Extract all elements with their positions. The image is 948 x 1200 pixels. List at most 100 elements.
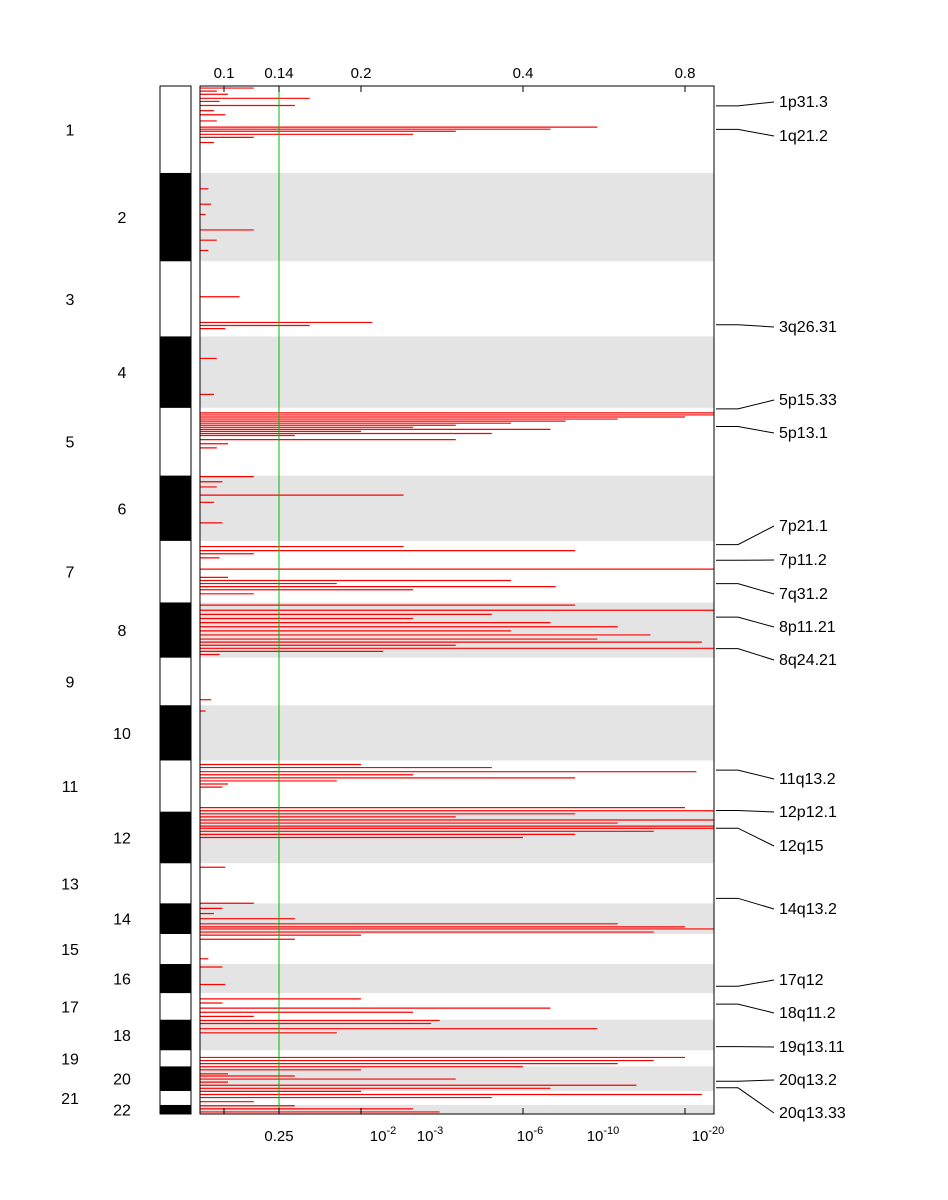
chromosome-label-6: 6 <box>118 501 127 518</box>
chromosome-label-15: 15 <box>61 942 79 959</box>
chromosome-label-1: 1 <box>66 122 75 139</box>
bottom-tick-exponent: -6 <box>533 1125 543 1137</box>
ideogram-segment-16 <box>160 964 191 994</box>
chromosome-label-12: 12 <box>113 830 131 847</box>
peak-leader-line <box>716 648 775 661</box>
top-tick-label: 0.8 <box>675 65 696 82</box>
peak-label: 12p12.1 <box>779 804 837 821</box>
peak-label: 7p11.2 <box>779 552 827 569</box>
peak-label: 18q11.2 <box>779 1005 836 1022</box>
chromosome-label-17: 17 <box>61 999 79 1016</box>
chromosome-band-16 <box>200 964 714 994</box>
bottom-tick-base: 10 <box>417 1128 434 1145</box>
peak-leader-line <box>716 583 775 595</box>
chromosome-label-22: 22 <box>113 1102 131 1119</box>
chromosome-label-9: 9 <box>66 674 75 691</box>
ideogram-segment-22 <box>160 1104 191 1114</box>
peak-leader-line <box>716 128 775 137</box>
bottom-tick-label: 10-2 <box>370 1125 396 1145</box>
bottom-tick-label: 10-10 <box>587 1125 620 1145</box>
chromosome-label-3: 3 <box>66 292 75 309</box>
bottom-tick-exponent: -10 <box>603 1125 619 1137</box>
peak-label: 19q13.11 <box>779 1039 845 1056</box>
amplification-bars <box>200 87 714 1113</box>
top-tick-label: 0.1 <box>214 65 235 82</box>
peak-leader-line <box>716 979 775 987</box>
peak-callouts: 1p31.3 1q21.2 3q26.31 5p15.33 5p13.1 7p21.1 7p… <box>716 94 846 1122</box>
top-tick-label: 0.4 <box>513 65 534 82</box>
bottom-tick-base: 10 <box>517 1128 534 1145</box>
bottom-tick-label: 10-3 <box>417 1125 443 1145</box>
bottom-tick-label: 10-6 <box>517 1125 543 1145</box>
bottom-axis-ticks: 0.25 10-2 10-3 10-6 10-10 10-20 <box>264 1125 724 1145</box>
peak-leader-line <box>716 425 775 434</box>
bottom-tick-base: 10 <box>692 1128 709 1145</box>
peak-label: 3q26.31 <box>779 319 837 336</box>
bottom-tick-exponent: -3 <box>433 1125 443 1137</box>
chromosome-label-10: 10 <box>113 726 131 743</box>
chromosome-label-4: 4 <box>118 365 127 382</box>
bottom-tick-base: 10 <box>587 1128 604 1145</box>
peak-label: 20q13.33 <box>779 1105 846 1122</box>
ideogram-segment-14 <box>160 903 191 934</box>
chromosome-label-19: 19 <box>61 1051 79 1068</box>
peak-label: 7p21.1 <box>779 518 828 535</box>
peak-label: 1q21.2 <box>779 128 828 145</box>
ideogram-segment-10 <box>160 705 191 761</box>
chromosome-band-22 <box>200 1104 714 1114</box>
peak-label: 8p11.21 <box>779 619 836 636</box>
top-tick-label: 0.14 <box>264 65 293 82</box>
bottom-tick-label: 10-20 <box>692 1125 725 1145</box>
peak-leader-line <box>716 827 775 847</box>
chromosome-band-4 <box>200 336 714 408</box>
chromosome-band-2 <box>200 172 714 262</box>
peak-label: 11q13.2 <box>779 771 836 788</box>
chromosome-label-14: 14 <box>113 912 131 929</box>
peak-leader-line <box>716 616 775 628</box>
chromosome-band-18 <box>200 1019 714 1051</box>
peak-label: 8q24.21 <box>779 652 837 669</box>
top-tick-label: 0.2 <box>351 65 372 82</box>
chromosome-label-13: 13 <box>61 876 79 893</box>
ideogram-segment-4 <box>160 336 191 408</box>
chromosome-label-11: 11 <box>62 779 79 796</box>
chromosome-label-18: 18 <box>113 1028 131 1045</box>
peak-leader-line <box>716 399 775 410</box>
peak-label: 14q13.2 <box>779 901 837 918</box>
peak-leader-line <box>716 1079 775 1082</box>
chromosome-label-5: 5 <box>66 435 75 452</box>
bottom-tick-label: 0.25 <box>264 1128 293 1145</box>
chromosome-bands <box>200 172 714 1114</box>
bottom-tick-exponent: -2 <box>386 1125 396 1137</box>
peak-leader-line <box>716 525 775 546</box>
bottom-tick-base: 10 <box>370 1128 387 1145</box>
peak-leader-line <box>716 1087 775 1114</box>
bottom-tick-exponent: -20 <box>708 1125 724 1137</box>
ideogram-segment-2 <box>160 172 191 262</box>
top-axis-ticks: 0.1 0.14 0.2 0.4 0.8 <box>214 65 696 1114</box>
peak-label: 17q12 <box>779 972 824 989</box>
peak-label: 7q31.2 <box>779 586 828 603</box>
peak-label: 1p31.3 <box>779 94 828 111</box>
peak-label: 5p15.33 <box>779 392 837 409</box>
chromosome-label-2: 2 <box>118 210 127 227</box>
bottom-tick-base: 0.25 <box>264 1128 293 1145</box>
chromosome-label-16: 16 <box>113 972 131 989</box>
chromosome-label-7: 7 <box>66 565 75 582</box>
peak-leader-line <box>716 810 775 813</box>
plot-frame <box>199 85 715 1115</box>
ideogram-segment-18 <box>160 1019 191 1051</box>
peak-leader-line <box>716 769 775 780</box>
peak-label: 12q15 <box>779 838 824 855</box>
chromosome-label-20: 20 <box>113 1072 131 1089</box>
peak-leader-line <box>716 101 775 107</box>
chromosome-ideogram <box>159 85 192 1115</box>
ideogram-segment-6 <box>160 475 191 541</box>
peak-leader-line <box>716 324 775 328</box>
chromosome-label-8: 8 <box>118 623 127 640</box>
ideogram-segment-20 <box>160 1066 191 1091</box>
peak-label: 5p13.1 <box>779 425 828 442</box>
ideogram-segment-8 <box>160 602 191 658</box>
